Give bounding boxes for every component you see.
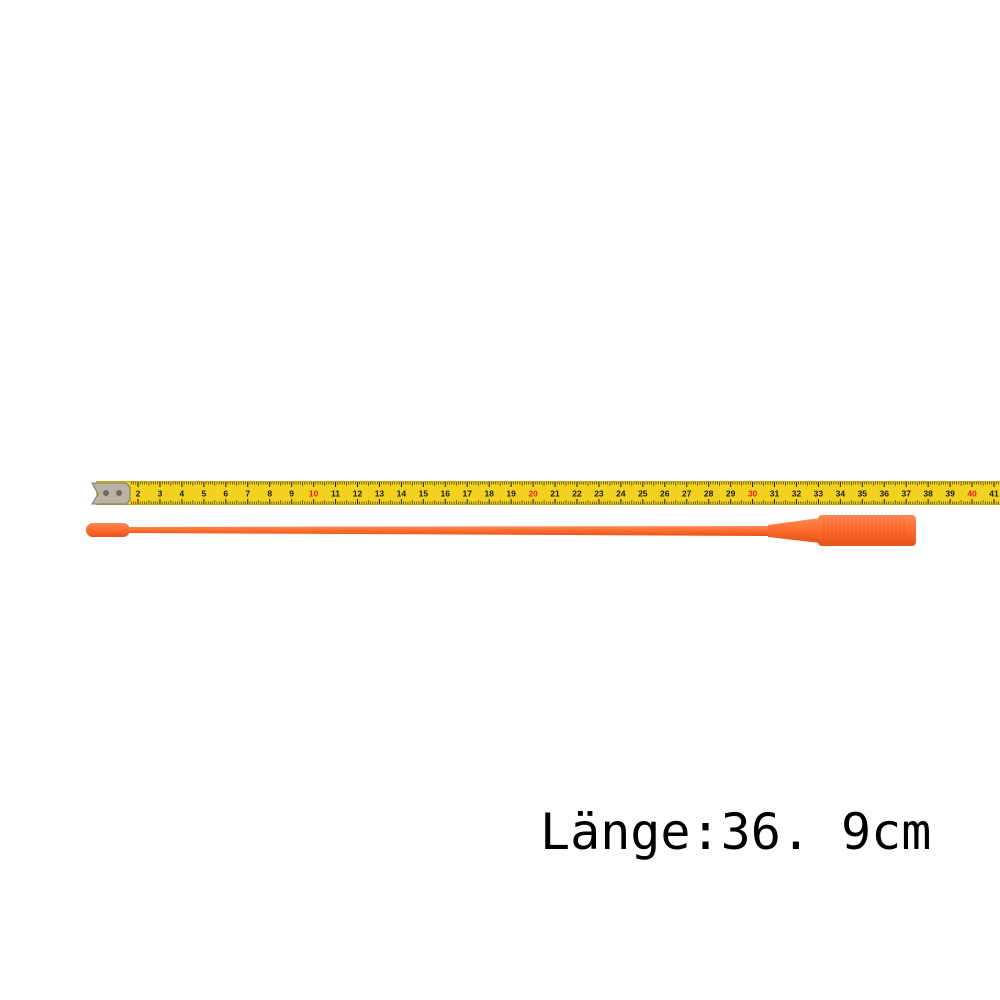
tape-ticks [131, 482, 999, 504]
tape-number: 22 [572, 489, 582, 499]
tape-number: 34 [836, 489, 846, 499]
tape-number: 31 [770, 489, 780, 499]
tape-number: 24 [616, 489, 626, 499]
antenna-collar [768, 518, 820, 543]
tape-number: 8 [267, 489, 272, 499]
tape-hook-rivet [116, 490, 122, 496]
tape-body [96, 481, 1000, 505]
tape-number: 30 [748, 489, 758, 499]
antenna-connector [818, 515, 916, 546]
tape-number: 15 [419, 489, 429, 499]
tape-number: 38 [923, 489, 933, 499]
tape-number: 35 [858, 489, 868, 499]
tape-number: 14 [397, 489, 407, 499]
tape-number: 7 [245, 489, 250, 499]
tape-labels: 2 3 4 5 6 7 8 9 10 11 12 13 14 15 16 17 18 19 20 21 22 23 24 25… [136, 489, 999, 499]
tape-number: 6 [223, 489, 228, 499]
tape-number: 27 [682, 489, 692, 499]
tape-number: 32 [792, 489, 802, 499]
antenna-whip [128, 526, 770, 536]
tape-number: 37 [901, 489, 911, 499]
tape-number: 20 [528, 489, 538, 499]
tape-number: 10 [309, 489, 319, 499]
antenna-tip-cap [86, 523, 130, 537]
tape-number: 29 [726, 489, 736, 499]
length-caption: Länge:36. 9cm [540, 803, 932, 861]
tape-number: 12 [353, 489, 363, 499]
tape-number: 36 [880, 489, 890, 499]
tape-number: 16 [441, 489, 451, 499]
tape-number: 33 [814, 489, 824, 499]
tape-number: 41 [989, 489, 999, 499]
tape-hook [91, 482, 131, 505]
antenna-knurling [823, 518, 905, 543]
tape-number: 5 [201, 489, 206, 499]
tape-number: 25 [638, 489, 648, 499]
tape-number: 11 [331, 489, 340, 499]
tape-number: 39 [945, 489, 955, 499]
tape-number: 19 [506, 489, 516, 499]
tape-number: 26 [660, 489, 670, 499]
tape-number: 40 [967, 489, 977, 499]
tape-number: 13 [375, 489, 385, 499]
tape-hook-rivet [103, 490, 109, 496]
tape-number: 2 [136, 489, 141, 499]
tape-number: 4 [180, 489, 185, 499]
tape-number: 28 [704, 489, 714, 499]
tape-number: 18 [484, 489, 494, 499]
tape-number: 3 [158, 489, 163, 499]
tape-number: 23 [594, 489, 604, 499]
tape-number: 21 [550, 489, 560, 499]
tape-number: 9 [289, 489, 294, 499]
tape-number: 17 [462, 489, 472, 499]
